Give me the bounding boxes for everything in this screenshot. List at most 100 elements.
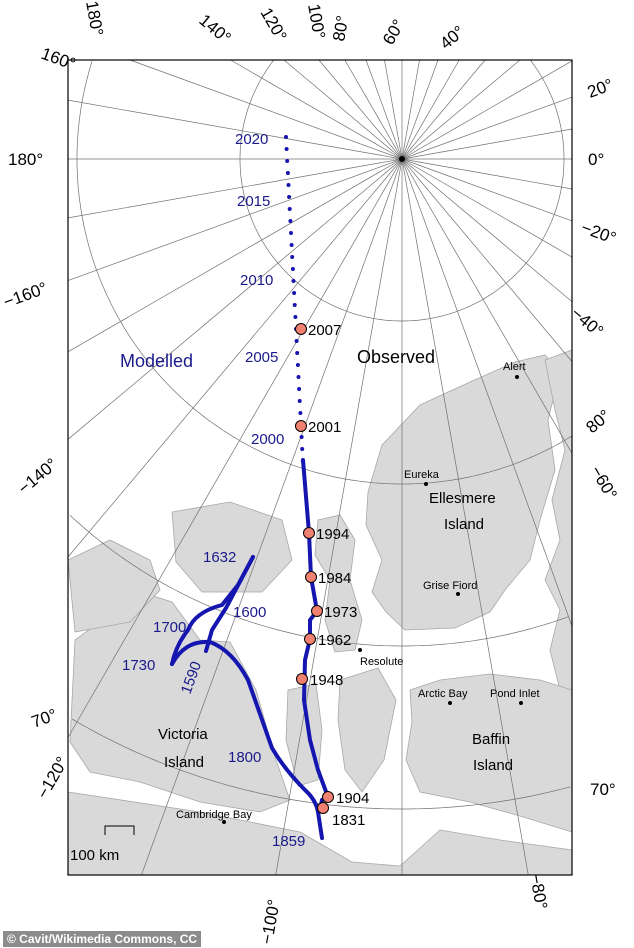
meridian-line xyxy=(401,60,573,160)
obs-2001 xyxy=(295,420,307,432)
track-dot xyxy=(294,339,299,343)
city-label-alert: Alert xyxy=(503,361,526,373)
track-dot xyxy=(290,255,295,259)
track-dot xyxy=(289,231,293,235)
obs-1984 xyxy=(305,571,317,583)
image-credit: © Cavit/Wikimedia Commons, CC xyxy=(3,931,202,947)
meridian-line xyxy=(67,158,403,281)
track-dot xyxy=(290,267,295,271)
meridian-line xyxy=(401,128,573,160)
year-label: 1600 xyxy=(233,604,266,621)
lon-label: 120° xyxy=(257,5,291,45)
city-dot xyxy=(519,701,523,705)
meridian-line xyxy=(67,158,403,219)
land-masses xyxy=(67,349,573,876)
lon-label: 40° xyxy=(436,22,468,53)
lon-label: 180° xyxy=(8,150,43,169)
track-dot xyxy=(293,315,298,319)
graticule xyxy=(67,59,573,876)
obs-1948 xyxy=(296,673,308,685)
city-dot xyxy=(448,701,452,705)
meridian-line xyxy=(401,158,573,190)
year-label: 1859 xyxy=(272,833,305,850)
lon-label: −120° xyxy=(33,753,72,802)
lat-label: 70° xyxy=(29,705,60,732)
track-dot xyxy=(297,399,302,403)
year-label: 1948 xyxy=(310,672,343,689)
meridian-line xyxy=(401,158,529,876)
lon-label: −100° xyxy=(257,898,284,946)
city-dot xyxy=(358,648,362,652)
meridian-line xyxy=(401,59,521,160)
meridian-line xyxy=(67,158,403,558)
lon-label: 100° xyxy=(304,2,329,40)
city-label-eureka: Eureka xyxy=(404,469,440,481)
meridian-line xyxy=(283,59,403,160)
meridian-line xyxy=(230,59,403,160)
baffin-island xyxy=(405,673,573,833)
meridian-line xyxy=(344,59,403,160)
city-dot xyxy=(222,820,226,824)
modelled-track-1730-1859 xyxy=(170,639,324,840)
lon-label: −20° xyxy=(579,218,619,248)
track-dot xyxy=(295,351,300,355)
meridian-line xyxy=(365,59,403,160)
meridian-line xyxy=(384,59,403,160)
track-dot xyxy=(289,243,294,247)
lon-label: 20° xyxy=(585,75,616,102)
lon-label: 160° xyxy=(39,44,79,74)
island-label-ellesmere: Ellesmere xyxy=(429,490,496,507)
track-dot xyxy=(286,183,291,187)
year-label: 1800 xyxy=(228,749,261,766)
meridian-line xyxy=(401,59,420,160)
meridian-line xyxy=(401,59,460,160)
scale-bar xyxy=(104,825,135,835)
city-label-resolute: Resolute xyxy=(360,656,403,668)
obs-1831 xyxy=(317,802,329,814)
north-pole-marker xyxy=(399,156,405,162)
year-label: 2005 xyxy=(245,349,278,366)
map-frame xyxy=(67,59,573,876)
island-label-victoria-2: Island xyxy=(164,754,204,771)
meridian-line xyxy=(401,59,486,160)
latitude-circle xyxy=(76,61,572,485)
lon-label: −40° xyxy=(567,304,607,341)
obs-1994 xyxy=(303,527,315,539)
obs-2007 xyxy=(295,323,307,335)
lon-label: −140° xyxy=(14,455,61,499)
island-label-victoria: Victoria xyxy=(158,726,208,743)
year-label: 2000 xyxy=(251,431,284,448)
track-dot xyxy=(295,363,300,367)
somerset-island xyxy=(337,667,397,793)
lat-label: 70° xyxy=(590,780,616,799)
scale-bar-label: 100 km xyxy=(70,847,119,864)
year-label: 1831 xyxy=(332,812,365,829)
year-label: 2010 xyxy=(240,272,273,289)
meridian-line xyxy=(401,158,573,362)
island-label-ellesmere-2: Island xyxy=(444,516,484,533)
ellesmere-island xyxy=(365,354,561,631)
lon-label: 60° xyxy=(379,16,408,48)
track-dot xyxy=(287,195,292,199)
city-label-cambridge-bay: Cambridge Bay xyxy=(176,809,252,821)
prince-of-wales-island xyxy=(285,683,323,787)
lon-label: 140° xyxy=(195,11,234,48)
city-dot xyxy=(424,482,428,486)
meridian-line xyxy=(67,99,403,160)
track-dot xyxy=(292,291,297,295)
track-dot xyxy=(299,435,304,439)
city-label-arctic-bay: Arctic Bay xyxy=(418,688,468,700)
meridian-line xyxy=(401,158,573,222)
track-dot xyxy=(297,387,302,391)
obs-1904 xyxy=(322,791,334,803)
modelled-track-1632-1730 xyxy=(170,555,255,666)
modelled-label: Modelled xyxy=(120,351,193,371)
year-label: 1904 xyxy=(336,790,369,807)
year-label: 2015 xyxy=(237,193,270,210)
city-dot xyxy=(515,375,519,379)
lon-label: −80° xyxy=(526,872,551,910)
year-label: 1730 xyxy=(122,657,155,674)
track-dot xyxy=(291,279,296,283)
modelled-dotted-track xyxy=(284,135,305,463)
